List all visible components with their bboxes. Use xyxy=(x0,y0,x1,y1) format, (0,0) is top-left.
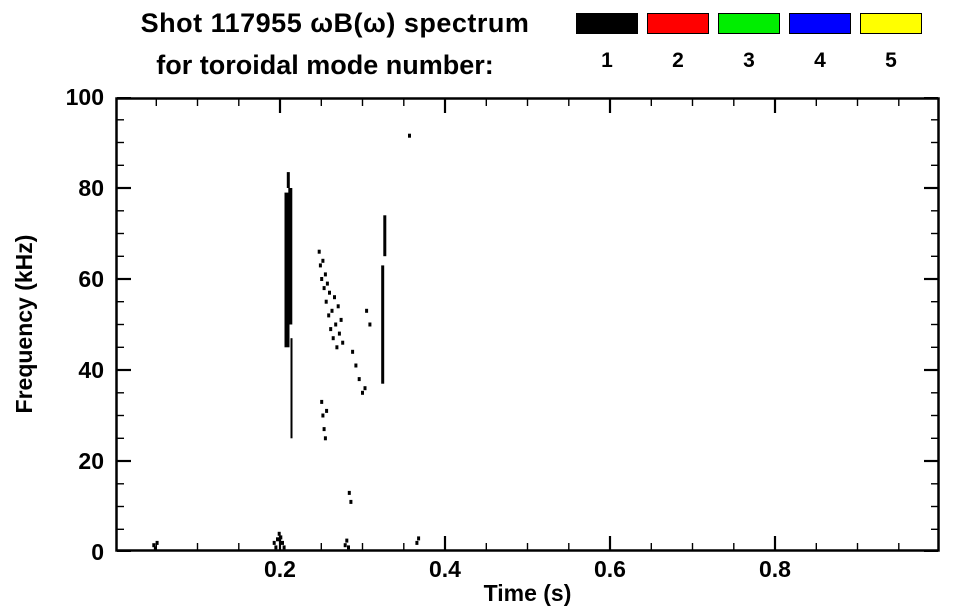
legend-label-3: 3 xyxy=(743,49,755,72)
y-tick-label-80: 80 xyxy=(78,175,104,201)
y-tick-label-20: 20 xyxy=(78,448,104,474)
y-tick-label-100: 100 xyxy=(65,84,104,110)
legend: 1 2 3 4 5 xyxy=(576,13,922,73)
legend-swatch-2 xyxy=(647,13,709,34)
legend-item-1: 1 xyxy=(576,13,638,73)
chart-title-line1: Shot 117955 ωB(ω) spectrum xyxy=(140,8,530,38)
legend-label-1: 1 xyxy=(601,49,613,72)
x-tick-label-0.8: 0.8 xyxy=(759,556,791,582)
legend-swatch-4 xyxy=(789,13,851,34)
legend-item-4: 4 xyxy=(789,13,851,73)
legend-label-2: 2 xyxy=(672,49,684,72)
x-tick-label-0.4: 0.4 xyxy=(429,556,461,582)
legend-label-4: 4 xyxy=(814,49,826,72)
legend-swatch-5 xyxy=(860,13,922,34)
y-tick-label-60: 60 xyxy=(78,266,104,292)
x-tick-label-0.6: 0.6 xyxy=(594,556,626,582)
legend-item-3: 3 xyxy=(718,13,780,73)
y-tick-label-40: 40 xyxy=(78,357,104,383)
plot-canvas xyxy=(115,95,940,554)
legend-swatch-1 xyxy=(576,13,638,34)
legend-swatch-3 xyxy=(718,13,780,34)
x-tick-label-0.2: 0.2 xyxy=(264,556,296,582)
axis-ticks xyxy=(117,95,938,554)
plot-frame xyxy=(115,97,940,552)
legend-item-5: 5 xyxy=(860,13,922,73)
x-axis-label: Time (s) xyxy=(483,580,572,606)
series-marks-1 xyxy=(152,133,421,551)
y-tick-label-0: 0 xyxy=(91,539,104,565)
y-axis-label: Frequency (kHz) xyxy=(11,234,37,414)
plot-area xyxy=(115,95,940,554)
chart-title-line2: for toroidal mode number: xyxy=(156,50,494,80)
legend-item-2: 2 xyxy=(647,13,709,73)
legend-label-5: 5 xyxy=(885,49,897,72)
